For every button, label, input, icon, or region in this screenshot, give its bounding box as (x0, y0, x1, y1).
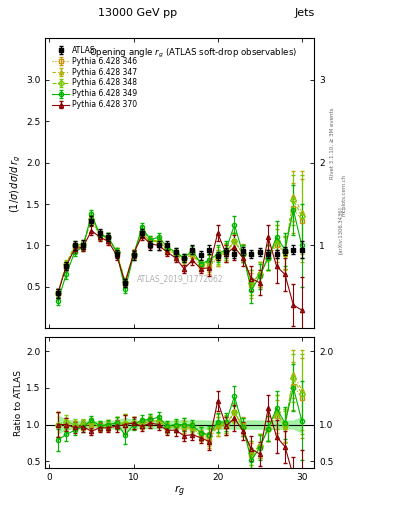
Text: Rivet 3.1.10, ≥ 3M events: Rivet 3.1.10, ≥ 3M events (330, 108, 334, 179)
Y-axis label: $(1/\sigma)\, d\sigma/d\, r_g$: $(1/\sigma)\, d\sigma/d\, r_g$ (9, 154, 23, 212)
Legend: ATLAS, Pythia 6.428 346, Pythia 6.428 347, Pythia 6.428 348, Pythia 6.428 349, P: ATLAS, Pythia 6.428 346, Pythia 6.428 34… (51, 44, 139, 111)
Text: 13000 GeV pp: 13000 GeV pp (98, 8, 177, 18)
X-axis label: $r_g$: $r_g$ (174, 484, 185, 499)
Y-axis label: Ratio to ATLAS: Ratio to ATLAS (14, 370, 23, 436)
Text: [arXiv:1306.3436]: [arXiv:1306.3436] (338, 206, 342, 254)
Text: Jets: Jets (294, 8, 314, 18)
Text: mcplots.cern.ch: mcplots.cern.ch (342, 174, 346, 216)
Text: ATLAS_2019_I1772062: ATLAS_2019_I1772062 (136, 274, 223, 284)
Text: Opening angle $r_g$ (ATLAS soft-drop observables): Opening angle $r_g$ (ATLAS soft-drop obs… (89, 47, 298, 60)
